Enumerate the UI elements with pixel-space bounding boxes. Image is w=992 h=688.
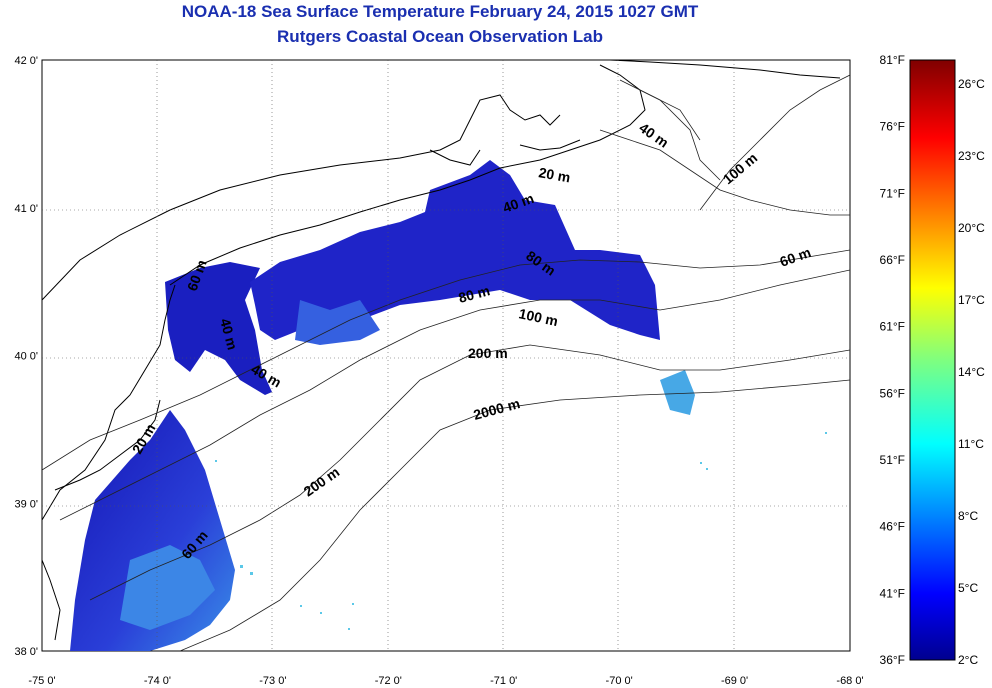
colorbar-fahrenheit-label: 71°F [880,186,905,200]
colorbar-celsius-label: 23°C [958,149,985,163]
colorbar-celsius-label: 26°C [958,77,985,91]
colorbar-fahrenheit-label: 61°F [880,320,905,334]
colorbar-fahrenheit-label: 41°F [880,586,905,600]
colorbar-fahrenheit-labels: 81°F 76°F 71°F 66°F 61°F 56°F 51°F 46°F 41°F 36°F [880,53,905,667]
colorbar-fahrenheit-label: 51°F [880,453,905,467]
longitude-tick-label: -70 0' [606,675,633,687]
latitude-tick-label: 42 0' [14,55,38,67]
colorbar-celsius-labels: 26°C 23°C 20°C 17°C 14°C 11°C 8°C 5°C 2°C [958,77,985,667]
longitude-tick-label: -73 0' [259,675,286,687]
coastline-layer [42,60,841,641]
latitude-tick-label: 39 0' [14,498,38,510]
colorbar-fahrenheit-label: 76°F [880,120,905,134]
map-layers [42,60,850,651]
longitude-tick-label: -68 0' [836,675,863,687]
latitude-tick-label: 40 0' [14,351,38,363]
longitude-tick-label: -71 0' [490,675,517,687]
colorbar-celsius-label: 17°C [958,293,985,307]
colorbar-fahrenheit-label: 36°F [880,653,905,667]
colorbar-fahrenheit-label: 66°F [880,253,905,267]
contour-depth-label: 80 m [457,282,492,306]
sst-data-layer [70,160,827,651]
longitude-tick-label: -75 0' [28,675,55,687]
colorbar-fahrenheit-label: 56°F [880,386,905,400]
latitude-tick-label: 38 0' [14,646,38,658]
colorbar [909,59,956,661]
latitude-tick-label: 41 0' [14,203,38,215]
contour-depth-label: 200 m [468,345,508,361]
latitude-axis: 42 0' 41 0' 40 0' 39 0' 38 0' [14,55,38,658]
longitude-axis: -75 0' -74 0' -73 0' -72 0' -71 0' -70 0' -69 … [28,675,863,687]
colorbar-celsius-label: 20°C [958,221,985,235]
colorbar-fahrenheit-label: 81°F [880,53,905,67]
longitude-tick-label: -72 0' [375,675,402,687]
longitude-tick-label: -69 0' [721,675,748,687]
map-title: NOAA-18 Sea Surface Temperature February… [181,2,699,21]
colorbar-fahrenheit-label: 46°F [880,520,905,534]
contour-depth-label: 20 m [537,164,571,185]
colorbar-celsius-label: 8°C [958,509,978,523]
colorbar-celsius-label: 2°C [958,653,978,667]
map-subtitle: Rutgers Coastal Ocean Observation Lab [277,27,603,46]
colorbar-celsius-label: 14°C [958,365,985,379]
colorbar-celsius-label: 5°C [958,581,978,595]
colorbar-celsius-label: 11°C [958,437,984,451]
contour-depth-label: 40 m [217,317,241,352]
graticule [42,60,850,651]
bathymetry-contours [42,74,850,651]
longitude-tick-label: -74 0' [144,675,171,687]
